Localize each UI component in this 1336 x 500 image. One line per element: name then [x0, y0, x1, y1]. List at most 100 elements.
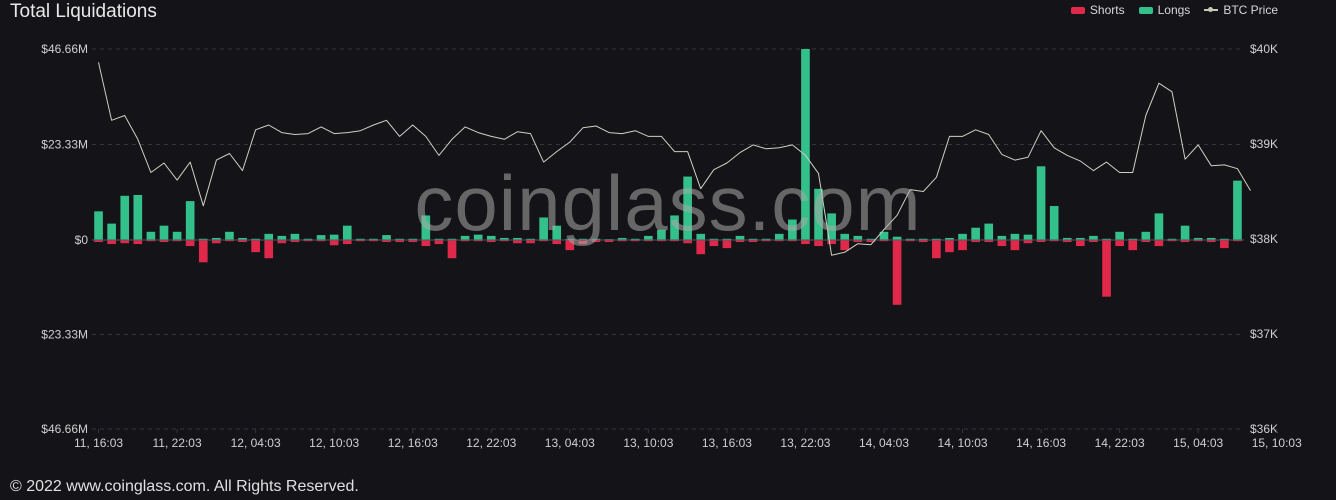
- longs-bar: [1089, 235, 1098, 240]
- longs-bar: [1062, 237, 1072, 240]
- x-axis-tick-label: 15, 10:03: [1252, 436, 1302, 450]
- longs-bar: [591, 238, 601, 240]
- shorts-bar: [329, 240, 339, 246]
- longs-bar: [997, 235, 1007, 240]
- shorts-bar: [918, 240, 928, 243]
- left-axis-tick-label: $23.33M: [41, 328, 88, 342]
- shorts-bar: [1062, 240, 1072, 243]
- right-axis-tick-label: $37K: [1250, 327, 1278, 341]
- btc-price-line: [98, 62, 1251, 256]
- x-axis-tick-label: 12, 10:03: [309, 436, 359, 450]
- shorts-bar: [748, 240, 758, 243]
- longs-bar: [1049, 206, 1059, 240]
- shorts-bar: [513, 240, 522, 244]
- longs-bar: [395, 238, 404, 240]
- shorts-bar: [565, 240, 575, 251]
- shorts-bar: [486, 240, 496, 243]
- longs-bar: [1076, 237, 1085, 240]
- shorts-bar: [1167, 240, 1177, 242]
- longs-bar: [1233, 180, 1242, 240]
- shorts-bar: [1010, 240, 1020, 251]
- shorts-bar: [473, 240, 483, 242]
- shorts-bar: [657, 240, 666, 242]
- shorts-bar: [840, 240, 850, 251]
- shorts-bar: [984, 240, 994, 243]
- longs-bar: [644, 235, 653, 240]
- longs-bar: [670, 215, 679, 240]
- shorts-bar: [526, 240, 535, 244]
- longs-bar: [984, 223, 994, 240]
- longs-bar: [316, 235, 326, 240]
- longs-bar: [513, 237, 522, 240]
- longs-bar: [172, 231, 182, 240]
- longs-bar: [918, 238, 928, 240]
- shorts-bar: [735, 240, 745, 243]
- shorts-bar: [225, 240, 234, 242]
- shorts-bar: [146, 240, 156, 242]
- right-axis-tick-label: $39K: [1250, 137, 1278, 151]
- legend-item-btc-price[interactable]: BTC Price: [1204, 3, 1278, 17]
- shorts-bar: [264, 240, 274, 259]
- longs-bar: [225, 231, 234, 240]
- longs-bar: [1141, 231, 1151, 240]
- longs-bar: [356, 238, 365, 240]
- shorts-bar: [1036, 240, 1046, 243]
- shorts-bar: [630, 240, 640, 242]
- longs-bar: [945, 237, 954, 240]
- shorts-bar: [382, 240, 391, 243]
- shorts-bar: [788, 240, 797, 242]
- longs-bar: [1102, 238, 1111, 240]
- longs-bar: [761, 238, 771, 240]
- longs-bar: [408, 238, 418, 240]
- longs-bar: [578, 238, 588, 240]
- shorts-bar: [1180, 240, 1190, 243]
- left-axis-tick-label: $0: [75, 233, 89, 247]
- longs-bar: [630, 238, 640, 240]
- chart-legend: Shorts Longs BTC Price: [1070, 3, 1278, 17]
- shorts-bar: [238, 240, 247, 243]
- longs-bar: [879, 231, 889, 240]
- legend-item-longs[interactable]: Longs: [1138, 3, 1191, 17]
- longs-bar: [107, 223, 116, 240]
- shorts-bar: [761, 240, 771, 242]
- x-axis-tick-label: 12, 16:03: [388, 436, 438, 450]
- x-axis-tick-label: 15, 04:03: [1173, 436, 1223, 450]
- longs-bar: [539, 217, 548, 240]
- x-axis-tick-label: 13, 22:03: [780, 436, 830, 450]
- shorts-bar: [644, 240, 653, 242]
- right-axis-tick-label: $40K: [1250, 42, 1278, 56]
- x-axis-tick-label: 13, 10:03: [623, 436, 673, 450]
- longs-bar: [1220, 238, 1229, 240]
- shorts-bar: [1102, 240, 1111, 297]
- longs-bar: [146, 231, 156, 240]
- longs-bar: [382, 235, 391, 240]
- longs-bar: [473, 234, 483, 240]
- shorts-bar: [251, 240, 260, 253]
- shorts-bar: [617, 240, 627, 242]
- shorts-bar: [774, 240, 784, 242]
- legend-item-shorts[interactable]: Shorts: [1070, 3, 1125, 17]
- longs-bar: [185, 201, 195, 240]
- shorts-bar: [866, 240, 876, 243]
- shorts-bar: [1141, 240, 1151, 243]
- longs-bar: [892, 236, 902, 240]
- longs-bar: [94, 211, 103, 240]
- shorts-bar: [447, 240, 457, 259]
- longs-bar: [264, 233, 274, 240]
- shorts-bar: [604, 240, 614, 243]
- longs-bar: [866, 238, 876, 240]
- x-axis-tick-label: 13, 04:03: [545, 436, 595, 450]
- copyright-footer: © 2022 www.coinglass.com. All Rights Res…: [10, 478, 359, 495]
- longs-bar: [421, 215, 431, 240]
- longs-bar: [1115, 231, 1124, 240]
- shorts-bar: [460, 240, 470, 242]
- x-axis-tick-label: 12, 04:03: [231, 436, 281, 450]
- longs-bar: [500, 237, 509, 240]
- longs-bar: [198, 238, 208, 240]
- shorts-bar: [1115, 240, 1124, 247]
- longs-bar: [905, 238, 915, 240]
- shorts-bar: [552, 240, 562, 245]
- shorts-bar: [290, 240, 300, 243]
- legend-label-longs: Longs: [1157, 3, 1191, 17]
